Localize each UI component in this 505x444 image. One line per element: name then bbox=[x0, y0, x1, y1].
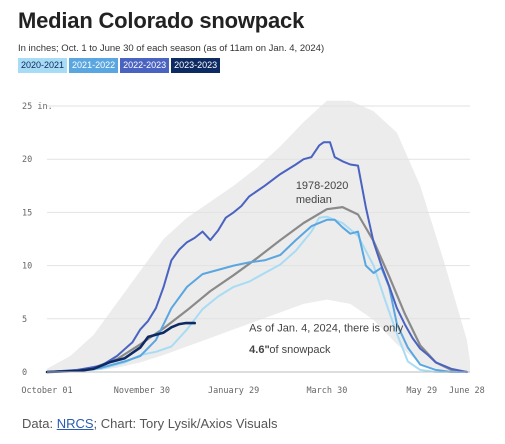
footer-suffix: ; Chart: Tory Lysik/Axios Visuals bbox=[93, 416, 278, 431]
series-line-2021-2022 bbox=[46, 218, 468, 373]
annotation-4: of snowpack bbox=[269, 344, 331, 356]
legend-item-2020-2021: 2020-2021 bbox=[18, 58, 68, 73]
y-tick-label-15: 15 bbox=[22, 208, 32, 218]
x-tick-label-1: November 30 bbox=[114, 386, 170, 396]
grid-layer bbox=[47, 105, 470, 320]
annotation-2: As of Jan. 4, 2024, there is only bbox=[249, 323, 404, 335]
series-line-2020-2021 bbox=[46, 215, 468, 373]
x-tick-label-2: January 29 bbox=[208, 386, 259, 396]
historical-range-band bbox=[47, 100, 470, 372]
snowpack-chart: 1978-2020 median As of Jan. 4, 2024, there… bbox=[21, 100, 485, 396]
annotation-0: 1978-2020 bbox=[296, 180, 349, 192]
x-tick-label-0: October 01 bbox=[21, 386, 72, 396]
chart-subtitle: In inches; Oct. 1 to June 30 of each sea… bbox=[18, 43, 325, 54]
x-tick-label-3: March 30 bbox=[306, 386, 347, 396]
y-tick-label-20: 20 bbox=[22, 155, 32, 165]
y-tick-label-5: 5 bbox=[22, 315, 27, 325]
legend-item-2023-2023: 2023-2023 bbox=[171, 58, 221, 73]
band-layer bbox=[47, 100, 470, 372]
nrcs-link[interactable]: NRCS bbox=[56, 416, 94, 431]
footer-credit: Data: NRCS; Chart: Tory Lysik/Axios Visu… bbox=[22, 416, 278, 431]
legend-item-2021-2022: 2021-2022 bbox=[69, 58, 119, 73]
legend: 2020-2021 2021-2022 2022-2023 2023-2023 bbox=[18, 58, 221, 73]
legend-item-2022-2023: 2022-2023 bbox=[120, 58, 170, 73]
y-tick-label-10: 10 bbox=[22, 262, 32, 272]
annotation-layer: 1978-2020 median As of Jan. 4, 2024, there… bbox=[249, 180, 404, 356]
y-tick-label-0: 0 bbox=[22, 368, 27, 378]
series-layer bbox=[45, 141, 468, 374]
axis-layer: 0 5 10 15 20 25 in. October 01 November 30 Janua… bbox=[21, 102, 484, 396]
series-line-1978-2020-median bbox=[45, 206, 468, 374]
series-line-2023-2023 bbox=[45, 321, 196, 374]
series-line-2022-2023 bbox=[46, 141, 468, 373]
annotation-1: median bbox=[296, 194, 332, 206]
x-tick-label-4: May 29 bbox=[406, 386, 437, 396]
x-tick-label-5: June 28 bbox=[449, 386, 485, 396]
chart-title: Median Colorado snowpack bbox=[18, 8, 305, 33]
y-tick-label-25: 25 in. bbox=[22, 102, 53, 112]
annotation-3: 4.6" bbox=[249, 344, 270, 356]
footer-prefix: Data: bbox=[22, 416, 57, 431]
